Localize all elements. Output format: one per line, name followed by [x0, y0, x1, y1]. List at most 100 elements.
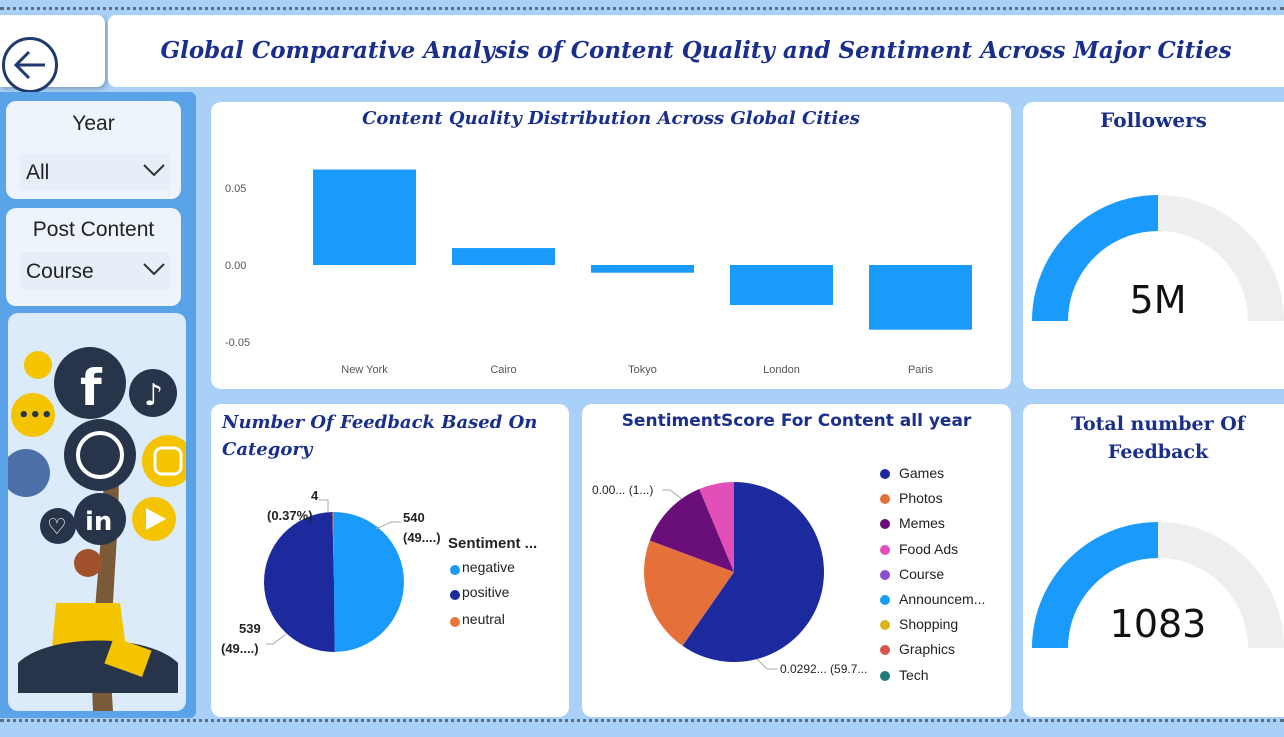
legend-dot-games	[880, 469, 890, 479]
post-content-dropdown[interactable]: Course	[20, 252, 170, 290]
chat-icon	[11, 393, 55, 437]
sentiment-score-pie	[644, 482, 824, 670]
legend-item-negative[interactable]: negative	[462, 559, 515, 575]
y-tick-label: 0.05	[225, 183, 246, 195]
legend-item-neutral[interactable]: neutral	[462, 611, 505, 627]
pie2-label-top: 0.00... (1...)	[592, 483, 654, 497]
year-dropdown-value: All	[26, 161, 50, 184]
total-feedback-card: Total number Of Feedback 1083	[1023, 404, 1284, 717]
tiktok-icon	[129, 369, 177, 417]
back-arrow-icon	[13, 50, 45, 80]
feedback-slice-negative[interactable]	[334, 512, 404, 652]
legend-dot-positive	[450, 590, 460, 600]
pie-label-neutral-value: 4	[311, 488, 319, 503]
legend-dot-course	[880, 569, 890, 580]
year-slicer: Year All	[6, 101, 181, 199]
legend-dot-neutral	[450, 617, 460, 627]
sentiment-slice-food-ads[interactable]	[699, 482, 734, 572]
back-card	[0, 15, 105, 93]
pie2-label-bottom: 0.0292... (59.7...	[780, 662, 868, 676]
sentiment-slice-photos[interactable]	[644, 540, 734, 646]
top-divider	[0, 7, 1284, 10]
legend-dot-announcem-	[880, 595, 890, 605]
legend-item-graphics[interactable]: Graphics	[899, 641, 956, 658]
legend-item-photos[interactable]: Photos	[899, 490, 943, 507]
y-tick-label: 0.00	[225, 260, 246, 272]
bar-london[interactable]	[730, 265, 833, 306]
pie-leader-line	[756, 658, 777, 670]
person-head	[74, 549, 102, 577]
chevron-down-icon	[143, 164, 165, 177]
post-content-slicer-label: Post Content	[32, 218, 155, 241]
svg-text:•••: •••	[18, 405, 53, 426]
followers-gauge	[1032, 195, 1284, 321]
bar-tokyo[interactable]	[591, 265, 694, 273]
social-media-illustration: f ♪ ••• ♡ in	[8, 313, 186, 711]
legend-dot-photos	[880, 494, 890, 505]
legend-dot-negative	[450, 565, 460, 575]
whatsapp-icon	[64, 419, 136, 491]
followers-card: Followers 5M	[1023, 102, 1284, 389]
legend-item-shopping[interactable]: Shopping	[899, 616, 959, 633]
pie-leader-line	[319, 499, 329, 512]
feedback-category-pie	[263, 499, 404, 652]
quality-chart-title: Content Quality Distribution Across Glob…	[362, 108, 860, 129]
bottom-divider	[0, 719, 1284, 722]
back-button[interactable]	[2, 37, 58, 93]
sentiment-score-card: SentimentScore For Content all year 0.00…	[582, 404, 1011, 717]
pie-leader-line	[375, 521, 401, 530]
svg-text:in: in	[85, 507, 112, 537]
x-tick-label: Cairo	[490, 364, 516, 376]
pie-leader-line	[266, 633, 287, 645]
feedback-slice-positive[interactable]	[263, 512, 335, 652]
followers-gauge-fill	[1032, 195, 1158, 321]
legend-dot-tech	[880, 670, 890, 681]
year-dropdown[interactable]: All	[20, 153, 170, 191]
svg-text:♡: ♡	[47, 515, 67, 540]
svg-text:f: f	[80, 359, 103, 417]
legend-item-memes[interactable]: Memes	[899, 515, 945, 532]
y-tick-label: -0.05	[225, 337, 250, 349]
chevron-down-icon	[143, 263, 165, 276]
social-media-illustration-graphic: f ♪ ••• ♡ in	[8, 347, 186, 711]
twitter-icon	[8, 449, 50, 497]
x-tick-label: Paris	[908, 364, 934, 376]
total-feedback-title: Total number Of Feedback	[1070, 413, 1245, 463]
instagram-icon	[142, 435, 186, 487]
svg-text:♪: ♪	[144, 378, 163, 413]
sentiment-slice-games[interactable]	[682, 482, 824, 662]
bar-new-york[interactable]	[313, 169, 416, 265]
bar-cairo[interactable]	[452, 248, 555, 265]
user-icon	[24, 351, 52, 379]
legend-item-tech[interactable]: Tech	[899, 666, 929, 683]
post-content-slicer: Post Content Course	[6, 208, 181, 306]
total-feedback-gauge-fill	[1032, 522, 1158, 648]
legend-item-positive[interactable]: positive	[462, 584, 510, 600]
legend-item-announcem-[interactable]: Announcem...	[899, 591, 986, 607]
quality-chart-card: Content Quality Distribution Across Glob…	[211, 102, 1011, 389]
feedback-slice-neutral[interactable]	[332, 512, 334, 582]
legend-item-course[interactable]: Course	[899, 565, 945, 582]
pie-label-neutral-pct: (0.37%)	[267, 508, 313, 523]
pie-label-negative-value: 540	[403, 510, 425, 525]
x-tick-label: London	[763, 364, 800, 376]
year-slicer-label: Year	[72, 112, 115, 135]
legend-item-food-ads[interactable]: Food Ads	[899, 540, 959, 557]
sentiment-slice-memes[interactable]	[649, 488, 734, 572]
facebook-icon	[54, 347, 126, 419]
legend-dot-shopping	[880, 620, 890, 631]
legend-item-games[interactable]: Games	[899, 465, 945, 481]
followers-title: Followers	[1100, 108, 1207, 132]
header-card: Global Comparative Analysis of Content Q…	[108, 15, 1284, 87]
total-feedback-value: 1083	[1109, 602, 1207, 646]
legend-dot-graphics	[880, 645, 890, 656]
bar-paris[interactable]	[869, 265, 972, 330]
feedback-category-title: Number Of Feedback Based On Category	[222, 412, 538, 460]
pie-label-negative-pct: (49....)	[403, 530, 441, 545]
linkedin-icon	[74, 493, 126, 545]
heart-icon	[40, 508, 76, 544]
sentiment-legend-title: Sentiment ...	[448, 535, 538, 552]
page-title: Global Comparative Analysis of Content Q…	[160, 37, 1232, 64]
total-feedback-gauge	[1032, 522, 1284, 648]
sentiment-score-title: SentimentScore For Content all year	[621, 411, 972, 431]
